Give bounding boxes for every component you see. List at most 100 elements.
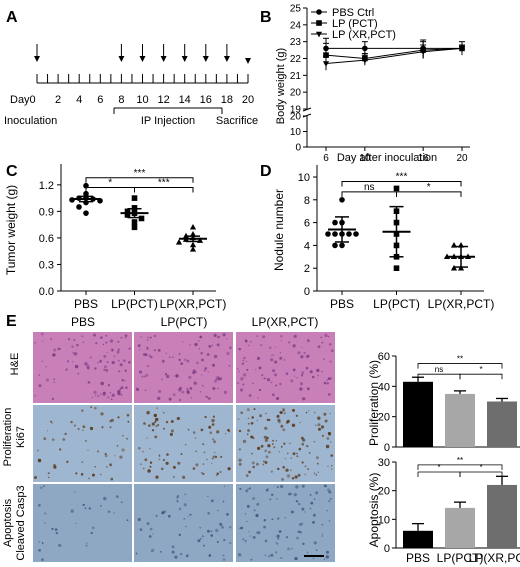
tile-nucleus	[321, 533, 323, 535]
tile-nucleus	[270, 381, 273, 384]
tile-nucleus	[138, 446, 141, 450]
tile-nucleus	[158, 390, 162, 393]
tile-nucleus	[82, 503, 85, 506]
tile-nucleus	[43, 437, 47, 441]
body-weight-point	[322, 61, 330, 67]
tile-nucleus	[286, 419, 290, 423]
tile-nucleus	[207, 511, 210, 515]
tile-nucleus	[330, 349, 334, 353]
tile-nucleus	[36, 449, 39, 452]
tile-nucleus	[111, 360, 115, 365]
tile-nucleus	[211, 457, 214, 460]
tile-nucleus	[279, 351, 282, 354]
tile-nucleus	[251, 436, 255, 439]
data-point	[83, 210, 89, 216]
tile-nucleus	[304, 473, 307, 476]
tile-nucleus	[312, 557, 315, 560]
tile-nucleus	[137, 344, 141, 347]
tile-nucleus	[272, 439, 274, 442]
tile-nucleus	[271, 493, 274, 496]
tile-nucleus	[327, 465, 329, 468]
tile-nucleus	[276, 534, 280, 538]
tile-nucleus	[291, 477, 295, 480]
tile-nucleus	[156, 407, 158, 409]
tile-nucleus	[326, 550, 329, 554]
ytick-label: 40	[378, 381, 390, 393]
significance-bracket	[459, 471, 503, 478]
tile-nucleus	[280, 424, 284, 428]
tile-nucleus	[252, 536, 256, 539]
tile-nucleus	[219, 471, 222, 473]
tile-nucleus	[260, 344, 263, 347]
tile-nucleus	[313, 498, 316, 501]
tile-nucleus	[223, 485, 225, 487]
tile-nucleus	[278, 451, 280, 453]
tile-nucleus	[147, 469, 151, 473]
tile-nucleus	[85, 544, 88, 547]
tile-nucleus	[248, 487, 251, 490]
inoculation-label: Inoculation	[4, 115, 57, 127]
tile-nucleus	[186, 390, 190, 394]
tile-nucleus	[237, 368, 239, 370]
tile-nucleus	[47, 472, 50, 475]
tile-nucleus	[321, 341, 324, 344]
tile-nucleus	[82, 425, 86, 429]
tile-nucleus	[93, 333, 96, 337]
tile-nucleus	[135, 552, 138, 555]
bar	[403, 530, 433, 548]
ytick-label: 0.0	[39, 286, 54, 298]
tile-nucleus	[172, 465, 176, 469]
tile-nucleus	[109, 426, 112, 429]
tile-nucleus	[99, 336, 103, 339]
tile-nucleus	[201, 384, 204, 387]
tile-nucleus	[149, 465, 152, 468]
ytick-label: 10	[298, 172, 310, 184]
ytick-label: 4	[304, 240, 310, 252]
tile-nucleus	[151, 429, 155, 432]
tile-nucleus	[287, 547, 290, 551]
tile-nucleus	[57, 347, 61, 351]
tile-nucleus	[194, 437, 197, 440]
tile-nucleus	[151, 422, 155, 426]
tile-nucleus	[255, 462, 259, 466]
tile-nucleus	[74, 491, 76, 493]
tile-nucleus	[105, 369, 109, 372]
tile-nucleus	[238, 429, 242, 433]
tile-nucleus	[184, 358, 187, 361]
tile-nucleus	[246, 408, 250, 412]
tile-nucleus	[41, 558, 44, 561]
tile-nucleus	[275, 541, 277, 543]
tile-nucleus	[45, 366, 47, 368]
tile-nucleus	[329, 360, 332, 363]
tile-nucleus	[92, 473, 95, 477]
tile-nucleus	[226, 351, 230, 356]
tile-nucleus	[293, 493, 297, 497]
row-label-ki67: Ki67	[15, 426, 27, 448]
tile-nucleus	[245, 360, 248, 363]
tile-nucleus	[107, 396, 110, 399]
tile-nucleus	[292, 344, 296, 348]
tile-nucleus	[251, 416, 254, 419]
data-point	[393, 265, 400, 271]
tile-nucleus	[305, 366, 309, 370]
tile-nucleus	[251, 461, 255, 465]
tile-nucleus	[290, 457, 293, 459]
significance-bracket	[417, 471, 461, 478]
tile-nucleus	[186, 359, 190, 363]
significance-label: ns	[364, 182, 375, 193]
tile-nucleus	[275, 384, 278, 387]
tile-nucleus	[321, 523, 324, 526]
tile-nucleus	[249, 535, 251, 537]
tile-nucleus	[90, 406, 93, 409]
tile-nucleus	[111, 349, 114, 352]
body-weight-ytick-label: 20	[290, 112, 302, 123]
tile-nucleus	[302, 397, 306, 401]
significance-bracket	[417, 464, 503, 470]
tile-nucleus	[183, 517, 186, 520]
tile-nucleus	[169, 432, 173, 436]
legend-marker	[316, 9, 322, 15]
tile-nucleus	[255, 513, 259, 518]
tile-nucleus	[121, 378, 124, 382]
